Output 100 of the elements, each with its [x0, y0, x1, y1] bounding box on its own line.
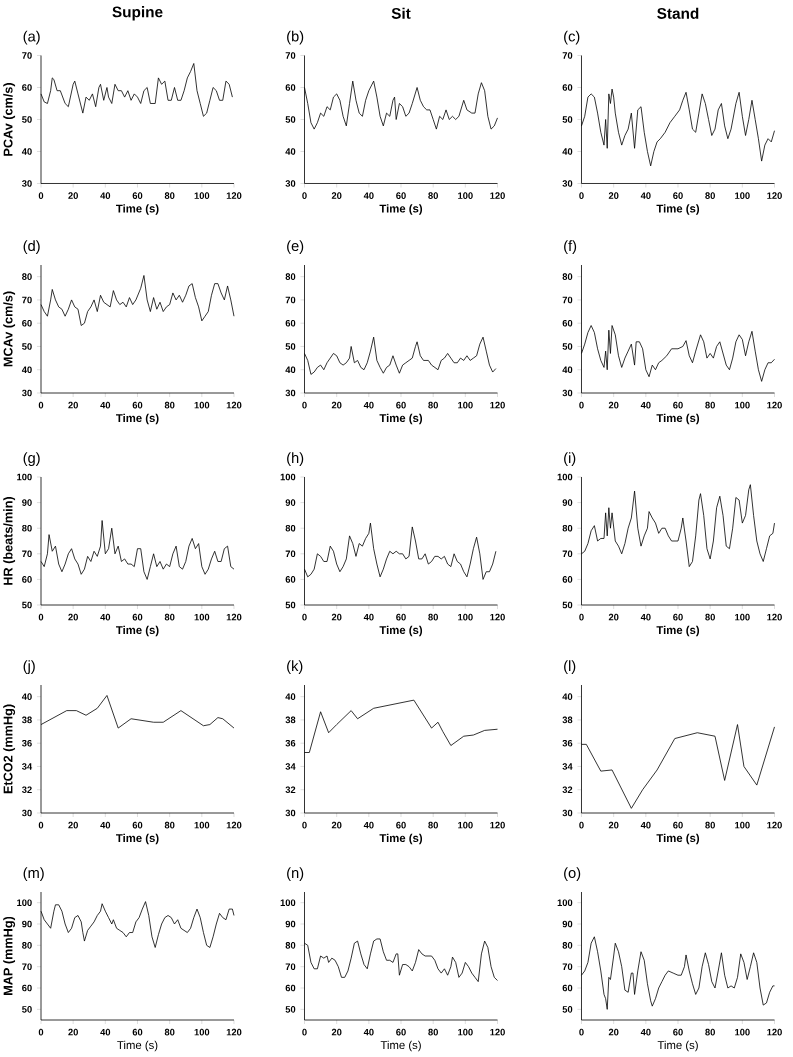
x-tick-label: 120 [226, 401, 242, 409]
x-tick-label: 100 [458, 1028, 473, 1036]
y-tick-label: 60 [22, 84, 32, 91]
x-tick-label: 80 [428, 1028, 438, 1036]
x-tick-label: 100 [458, 613, 473, 621]
x-tick-label: 120 [767, 192, 782, 199]
y-tick-label: 70 [562, 550, 573, 558]
x-tick-label: 0 [38, 613, 44, 621]
y-tick-label: 80 [22, 524, 32, 532]
y-tick-label: 30 [285, 180, 296, 187]
chart-title: Stand [657, 7, 699, 19]
x-tick-label: 60 [132, 821, 143, 829]
text: (n) [287, 867, 304, 881]
x-tick-label: 60 [396, 821, 406, 829]
x-tick-label: 60 [673, 192, 683, 199]
text: (m) [23, 867, 44, 881]
x-tick-label: 20 [68, 1028, 78, 1036]
y-tick-label: 70 [22, 52, 32, 59]
x-tick-label: 20 [331, 821, 342, 829]
y-tick-label: 100 [280, 899, 296, 906]
text: (k) [287, 660, 303, 674]
x-axis-title: Time (s) [656, 413, 700, 425]
x-tick-label: 100 [194, 1028, 210, 1036]
y-tick-label: 60 [285, 576, 296, 583]
x-tick-label: 120 [767, 821, 782, 829]
x-tick-label: 20 [331, 1028, 342, 1036]
x-tick-label: 20 [68, 192, 78, 199]
x-tick-label: 20 [331, 613, 342, 621]
y-tick-label: 100 [557, 473, 573, 481]
x-tick-label: 20 [608, 821, 619, 829]
x-tick-label: 40 [640, 613, 651, 621]
x-tick-label: 0 [38, 821, 44, 829]
y-axis-title: PCAv (cm/s) [3, 83, 16, 156]
y-tick-label: 60 [22, 984, 32, 992]
x-tick-label: 120 [767, 401, 782, 409]
x-tick-label: 0 [579, 192, 584, 199]
x-tick-label: 120 [490, 613, 505, 621]
y-tick-label: 50 [285, 1006, 296, 1013]
x-tick-label: 40 [363, 613, 374, 621]
y-tick-label: 60 [22, 576, 32, 583]
y-tick-label: 90 [22, 499, 32, 506]
x-tick-label: 100 [194, 401, 210, 409]
x-tick-label: 20 [608, 1028, 619, 1036]
x-tick-label: 60 [396, 192, 406, 199]
y-tick-label: 34 [562, 763, 573, 770]
x-tick-label: 0 [579, 613, 584, 621]
x-tick-label: 20 [331, 192, 342, 199]
y-tick-label: 40 [285, 148, 296, 155]
x-tick-label: 0 [579, 821, 584, 829]
y-tick-label: 30 [21, 809, 32, 817]
y-tick-label: 70 [562, 963, 573, 970]
y-tick-label: 38 [562, 716, 573, 724]
x-tick-label: 80 [164, 613, 175, 621]
y-tick-label: 50 [22, 601, 32, 609]
x-tick-label: 120 [226, 613, 242, 621]
x-tick-label: 60 [132, 401, 143, 409]
x-tick-label: 100 [194, 192, 210, 199]
text: (h) [287, 452, 304, 466]
y-tick-label: 36 [285, 739, 296, 747]
y-tick-label: 60 [562, 319, 573, 327]
x-tick-label: 80 [705, 192, 715, 199]
y-tick-label: 36 [562, 739, 573, 747]
x-tick-label: 120 [490, 821, 505, 829]
y-tick-label: 50 [22, 1006, 32, 1013]
x-axis-title: Time (s) [656, 625, 700, 637]
y-tick-label: 80 [562, 524, 573, 532]
x-tick-label: 100 [458, 192, 473, 199]
y-tick-label: 90 [22, 920, 32, 928]
y-tick-label: 50 [285, 343, 296, 350]
x-tick-label: 40 [363, 192, 374, 199]
y-tick-label: 30 [285, 809, 296, 817]
chart-title: Supine [112, 6, 163, 21]
y-tick-label: 80 [285, 273, 296, 280]
x-tick-label: 20 [68, 401, 78, 409]
x-tick-label: 0 [38, 401, 44, 409]
x-tick-label: 80 [428, 613, 438, 621]
x-tick-label: 120 [490, 1028, 505, 1036]
x-axis-title: Time (s) [379, 204, 423, 215]
x-tick-label: 40 [640, 192, 651, 199]
x-tick-label: 40 [100, 192, 111, 199]
y-tick-label: 90 [285, 499, 296, 506]
x-tick-label: 60 [673, 1028, 683, 1036]
x-axis-title: Time (s) [116, 833, 159, 845]
x-tick-label: 0 [579, 1028, 584, 1036]
x-tick-label: 120 [226, 192, 242, 199]
x-tick-label: 20 [68, 821, 78, 829]
y-tick-label: 70 [22, 296, 32, 304]
x-tick-label: 60 [396, 1028, 406, 1036]
text: (d) [23, 240, 40, 254]
x-axis-title: Time (s) [116, 413, 159, 425]
y-tick-label: 40 [21, 366, 32, 374]
x-tick-label: 120 [767, 1028, 782, 1036]
x-axis-title: Time (s) [380, 1040, 421, 1052]
x-tick-label: 100 [458, 401, 473, 409]
y-tick-label: 60 [562, 84, 573, 91]
y-tick-label: 60 [562, 984, 573, 992]
y-tick-label: 80 [562, 273, 573, 280]
x-tick-label: 40 [640, 821, 651, 829]
y-tick-label: 60 [285, 319, 296, 327]
x-tick-label: 60 [396, 613, 406, 621]
